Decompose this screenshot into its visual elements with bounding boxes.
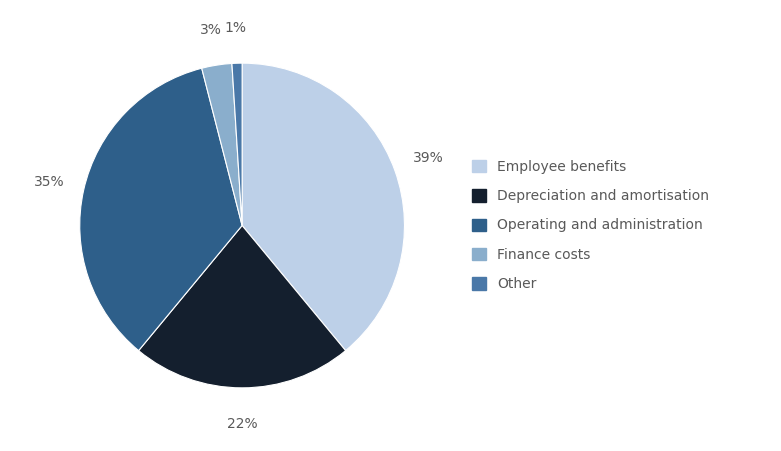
Wedge shape xyxy=(242,63,405,350)
Wedge shape xyxy=(232,63,242,226)
Wedge shape xyxy=(138,226,346,388)
Text: 22%: 22% xyxy=(226,417,258,431)
Text: 35%: 35% xyxy=(34,175,64,189)
Wedge shape xyxy=(80,68,242,350)
Wedge shape xyxy=(201,64,242,226)
Text: 3%: 3% xyxy=(200,23,222,37)
Text: 39%: 39% xyxy=(413,152,444,166)
Legend: Employee benefits, Depreciation and amortisation, Operating and administration, : Employee benefits, Depreciation and amor… xyxy=(473,160,709,291)
Text: 1%: 1% xyxy=(225,20,247,35)
